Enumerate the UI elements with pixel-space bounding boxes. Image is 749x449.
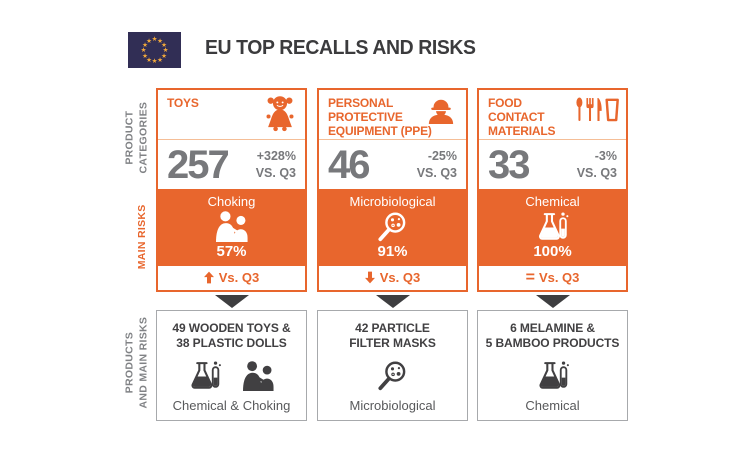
products-title-line: 5 BAMBOO PRODUCTS [485, 336, 620, 351]
choking-icon [240, 361, 276, 391]
trend-up-arrow-icon [204, 271, 214, 284]
eu-star-icon: ★ [146, 36, 152, 45]
trend-label: Vs. Q3 [218, 270, 260, 285]
eu-star-icon: ★ [151, 34, 158, 43]
doll-icon [265, 94, 295, 132]
eu-star-icon: ★ [162, 45, 169, 54]
main-risk-panel: Choking 57% [158, 189, 305, 266]
recall-count: 33 [488, 142, 530, 187]
change-vs-label: VS. Q3 [576, 165, 617, 180]
category-title: FOOD CONTACT MATERIALS [488, 96, 556, 139]
page-title: EU TOP RECALLS AND RISKS [205, 37, 476, 59]
recall-count: 257 [167, 142, 230, 187]
flask-icon [536, 360, 570, 391]
row-label-main-risks: MAIN RISKS [136, 204, 149, 270]
risk-trend-strip: = Vs. Q3 [319, 266, 466, 289]
column-ppe: PERSONAL PROTECTIVE EQUIPMENT (PPE) 46 -… [317, 88, 468, 421]
recall-change: -3% VS. Q3 [577, 148, 617, 181]
products-box: 6 MELAMINE & 5 BAMBOO PRODUCTS Chemical [477, 310, 628, 421]
change-percent: -25% [427, 149, 457, 164]
risk-trend-strip: = Vs. Q3 [479, 266, 626, 289]
category-card: FOOD CONTACT MATERIALS 33 -3% VS. Q3 Che… [477, 88, 628, 292]
products-title: 42 PARTICLE FILTER MASKS [318, 321, 467, 352]
row-label-line: PRODUCTS [123, 331, 136, 394]
change-percent: -3% [594, 149, 617, 164]
main-risk-panel: Microbiological 91% [319, 189, 466, 266]
row-label-line: PRODUCT [123, 110, 136, 165]
change-vs-label: VS. Q3 [255, 165, 296, 180]
microbe-magnifier-icon [377, 360, 408, 391]
category-title: PERSONAL PROTECTIVE EQUIPMENT (PPE) [328, 96, 432, 139]
risk-name: Chemical [525, 194, 580, 209]
category-card: TOYS 257 +328% VS. Q3 Choking 57% = Vs. … [156, 88, 307, 292]
risk-name: Choking [207, 194, 256, 209]
flow-down-arrow-icon [535, 295, 570, 308]
risk-share: 57% [216, 243, 247, 260]
eu-star-icon: ★ [140, 45, 147, 54]
recall-count-section: 46 -25% VS. Q3 [319, 140, 466, 189]
main-risk-panel: Chemical 100% [479, 189, 626, 266]
flow-down-arrow-icon [375, 295, 410, 308]
microbe-magnifier-icon [377, 211, 408, 242]
flow-down-arrow-icon [214, 295, 249, 308]
recall-change: +328% VS. Q3 [256, 148, 296, 181]
recall-change: -25% VS. Q3 [417, 148, 457, 181]
products-title-line: 38 PLASTIC DOLLS [176, 336, 287, 351]
products-title-line: 49 WOODEN TOYS & [172, 321, 291, 335]
eu-flag-icon: ★ ★ ★ ★ ★ ★ ★ ★ ★ ★ ★ ★ [128, 32, 181, 68]
eu-star-icon: ★ [161, 51, 167, 60]
product-risk-label: Chemical & Choking [172, 397, 291, 413]
risk-name: Microbiological [349, 194, 436, 209]
choking-icon [213, 211, 250, 242]
trend-label: Vs. Q3 [538, 270, 580, 285]
product-risk-icons [478, 359, 627, 393]
products-box: 42 PARTICLE FILTER MASKS Microbiological [317, 310, 468, 421]
eu-star-icon: ★ [142, 40, 148, 49]
risk-share: 100% [533, 243, 572, 260]
eu-star-icon: ★ [157, 55, 163, 64]
eu-star-icon: ★ [142, 51, 148, 60]
eu-star-icon: ★ [146, 55, 152, 64]
products-title: 49 WOODEN TOYS & 38 PLASTIC DOLLS [157, 321, 306, 352]
column-toys: TOYS 257 +328% VS. Q3 Choking 57% = Vs. … [156, 88, 307, 421]
change-percent: +328% [256, 149, 296, 164]
trend-down-arrow-icon [365, 271, 375, 284]
products-title: 6 MELAMINE & 5 BAMBOO PRODUCTS [478, 321, 627, 352]
trend-label: Vs. Q3 [379, 270, 421, 285]
flask-icon [188, 360, 222, 391]
product-risk-icons [318, 359, 467, 393]
category-header: TOYS [158, 90, 305, 140]
products-title-line: FILTER MASKS [349, 336, 436, 351]
recall-count-section: 257 +328% VS. Q3 [158, 140, 305, 189]
product-risk-label: Chemical [525, 397, 580, 413]
products-title-line: 42 PARTICLE [355, 321, 430, 335]
eu-star-icon: ★ [157, 36, 163, 45]
trend-equal-icon: = [525, 268, 535, 286]
eu-star-icon: ★ [161, 40, 167, 49]
column-food-contact: FOOD CONTACT MATERIALS 33 -3% VS. Q3 Che… [477, 88, 628, 421]
category-card: PERSONAL PROTECTIVE EQUIPMENT (PPE) 46 -… [317, 88, 468, 292]
category-header: PERSONAL PROTECTIVE EQUIPMENT (PPE) [319, 90, 466, 140]
row-label-line: AND MAIN RISKS [137, 316, 149, 409]
category-header: FOOD CONTACT MATERIALS [479, 90, 626, 140]
product-risk-icons [157, 359, 306, 393]
cutlery-cup-icon [575, 97, 619, 122]
recall-count: 46 [328, 142, 370, 187]
change-vs-label: VS. Q3 [416, 165, 457, 180]
risk-trend-strip: = Vs. Q3 [158, 266, 305, 289]
products-title-line: 6 MELAMINE & [510, 321, 595, 335]
row-label-products-main-risks: PRODUCTS AND MAIN RISKS [123, 298, 150, 428]
risk-share: 91% [377, 243, 408, 260]
products-box: 49 WOODEN TOYS & 38 PLASTIC DOLLS Chemic… [156, 310, 307, 421]
recall-count-section: 33 -3% VS. Q3 [479, 140, 626, 189]
flask-icon [536, 211, 569, 242]
eu-star-icon: ★ [151, 56, 158, 65]
product-risk-label: Microbiological [349, 397, 436, 413]
worker-icon [426, 96, 456, 124]
category-title: TOYS [167, 96, 199, 110]
